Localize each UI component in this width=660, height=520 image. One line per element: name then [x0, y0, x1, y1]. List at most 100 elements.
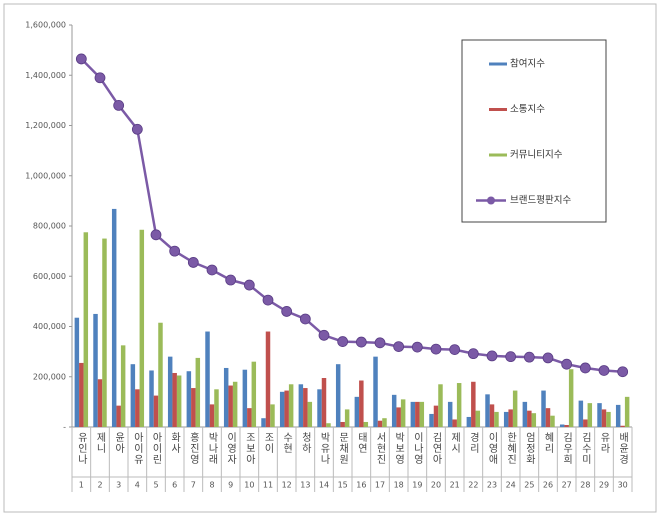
x-category-number: 9: [228, 481, 233, 490]
x-category-label: 홍진영: [187, 431, 199, 465]
bar: [447, 401, 453, 427]
line-point: [150, 229, 162, 241]
bar: [172, 372, 177, 427]
bar: [559, 424, 565, 427]
bar: [620, 425, 625, 427]
line-point: [318, 329, 330, 341]
bar: [149, 370, 154, 427]
bar: [522, 401, 528, 427]
bar: [251, 361, 257, 427]
legend-swatch: [489, 153, 507, 157]
bar: [191, 388, 196, 427]
x-category-number: 20: [431, 481, 441, 490]
bar: [363, 421, 369, 427]
bar: [270, 404, 275, 427]
bar: [485, 394, 490, 427]
x-category-label: 조보아: [243, 432, 255, 465]
bar: [261, 418, 266, 427]
bar: [508, 409, 513, 427]
x-category-label: 아이린: [150, 432, 162, 465]
x-category-number: 19: [412, 481, 422, 490]
bar: [429, 413, 434, 427]
bar: [471, 381, 476, 427]
bar: [475, 410, 481, 427]
bar: [232, 381, 238, 427]
line-point: [579, 362, 591, 374]
bar: [102, 238, 107, 427]
bar: [587, 403, 593, 427]
line-point: [225, 274, 237, 286]
line-point: [169, 245, 181, 257]
bar: [489, 404, 495, 427]
bar: [568, 369, 574, 427]
bar: [83, 232, 89, 427]
bar: [541, 390, 546, 427]
bar: [583, 419, 588, 427]
bar: [139, 229, 145, 427]
x-category-number: 11: [263, 481, 273, 490]
x-category-number: 26: [543, 481, 553, 490]
x-category-label: 혜리: [542, 432, 554, 454]
line-point: [467, 348, 479, 360]
line-point: [617, 366, 629, 378]
line-point: [542, 352, 554, 364]
bar: [564, 424, 569, 427]
line-point: [187, 257, 199, 268]
bar: [503, 411, 509, 427]
bar: [195, 357, 201, 427]
bar: [158, 322, 163, 427]
x-category-label: 김수미: [579, 432, 591, 465]
line-point: [505, 351, 517, 363]
bar: [120, 345, 126, 427]
x-category-label: 조이: [262, 432, 274, 454]
bar: [279, 391, 285, 427]
bar: [247, 408, 252, 427]
bar: [545, 408, 551, 427]
x-category-label: 한혜진: [505, 432, 517, 465]
x-category-label: 이나영: [411, 432, 423, 465]
bar: [527, 410, 532, 427]
x-category-number: 5: [153, 481, 158, 490]
x-category-number: 29: [599, 481, 609, 490]
x-category-number: 13: [300, 481, 310, 490]
line-point: [561, 358, 573, 370]
x-category-number: 25: [524, 481, 534, 490]
bar: [130, 364, 136, 427]
bar: [578, 400, 584, 427]
x-category-number: 15: [338, 481, 348, 490]
bar: [242, 369, 248, 427]
legend-box: [461, 39, 607, 223]
legend-label: 소통지수: [510, 104, 545, 115]
line-point: [598, 365, 610, 376]
bar: [382, 418, 387, 427]
bar: [317, 389, 322, 427]
bar: [354, 396, 360, 427]
bar: [214, 389, 219, 427]
x-category-number: 12: [282, 481, 292, 490]
x-category-number: 30: [618, 481, 628, 490]
legend-swatch: [489, 62, 507, 66]
bar: [452, 419, 457, 427]
bar: [335, 364, 341, 427]
x-category-label: 배윤경: [617, 432, 629, 465]
x-category-number: 1: [79, 481, 84, 490]
x-category-label: 박보영: [393, 432, 405, 465]
line-point: [243, 279, 255, 291]
bar: [466, 416, 472, 427]
x-category-label: 문채원: [337, 432, 349, 465]
bar: [438, 384, 443, 427]
x-category-label: 태연: [355, 432, 367, 454]
x-category-number: 22: [468, 481, 478, 490]
line-point: [94, 72, 106, 84]
bar: [377, 420, 383, 427]
x-category-label: 김연아: [430, 432, 442, 465]
bar: [79, 362, 84, 427]
x-category-label: 박유나: [318, 432, 330, 465]
bar: [97, 379, 103, 427]
x-category-label: 박나래: [206, 432, 218, 465]
line-point: [281, 306, 293, 317]
legend-swatch: [489, 108, 507, 111]
bar: [606, 411, 611, 427]
x-category-label: 제시: [449, 432, 461, 454]
